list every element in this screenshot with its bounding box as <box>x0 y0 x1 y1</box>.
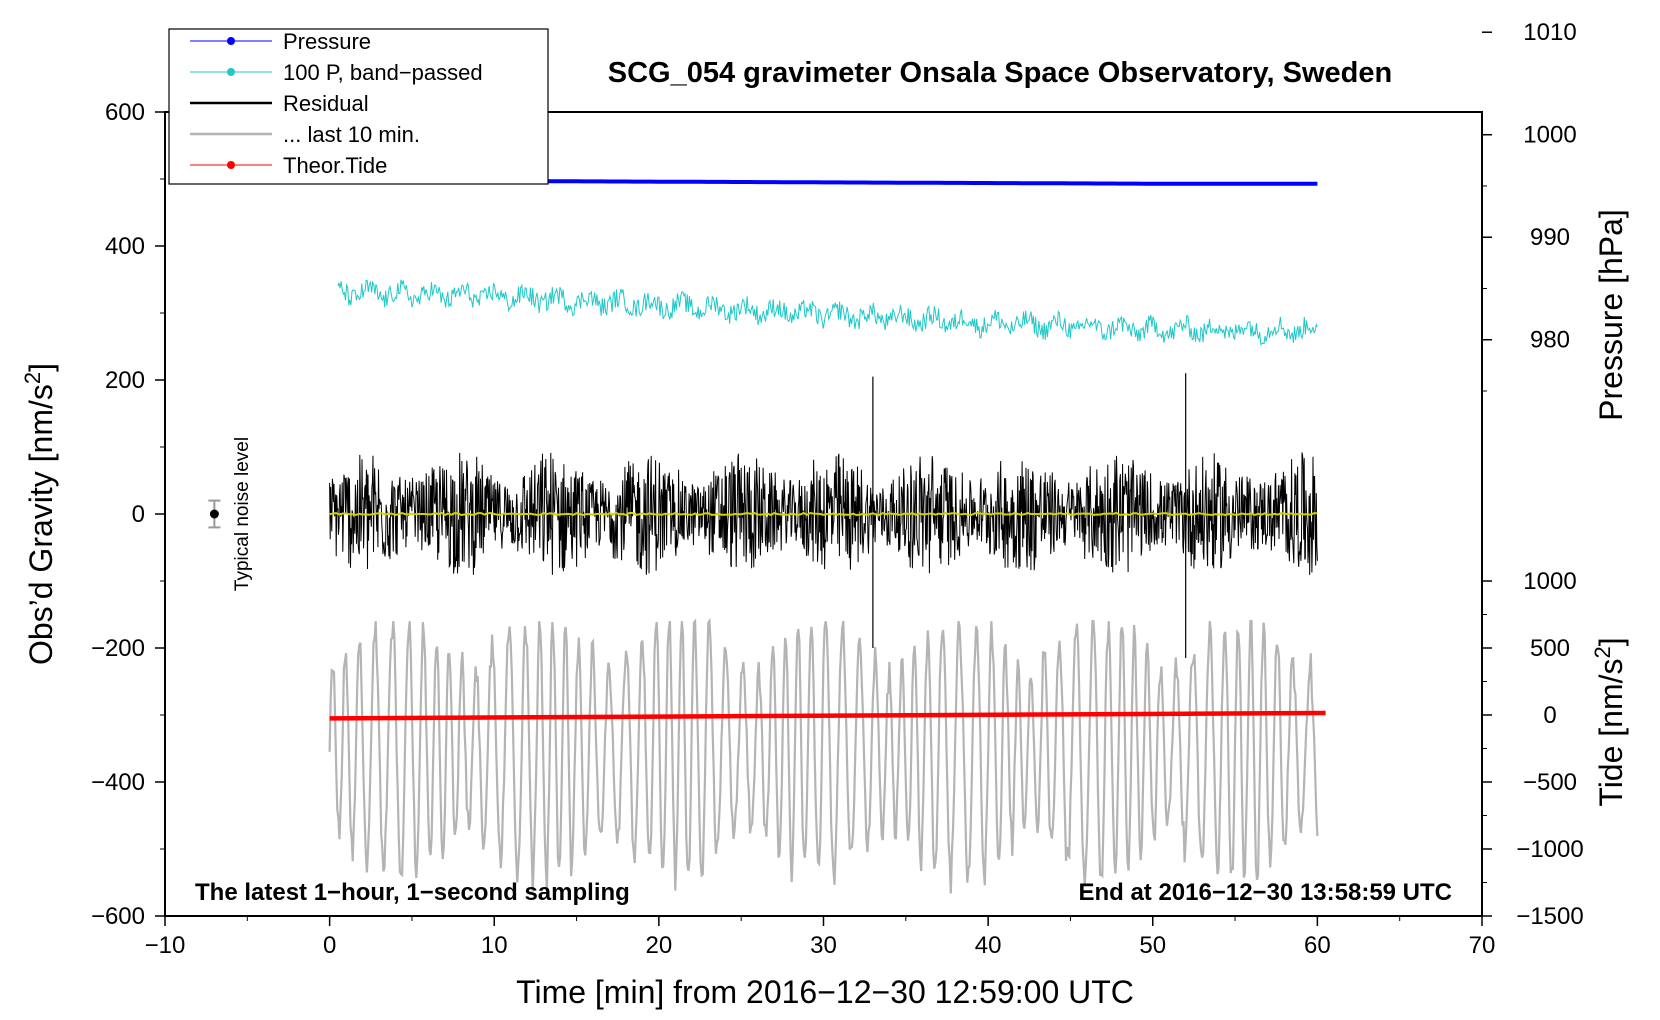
legend-label: Residual <box>283 91 369 116</box>
y-tick-label: 0 <box>132 501 145 528</box>
sampling-note: The latest 1−hour, 1−second sampling <box>195 879 630 906</box>
series-last-10-min-line <box>328 617 1319 894</box>
pressure-axis-label: Pressure [hPa] <box>1593 209 1629 421</box>
legend-marker <box>227 37 235 45</box>
noise-marker-dot <box>209 509 219 519</box>
series-theor-tide-line <box>329 710 1326 721</box>
series-band-passed-line <box>337 279 1318 346</box>
legend-label: ... last 10 min. <box>283 122 420 147</box>
x-tick-label: 60 <box>1304 932 1331 959</box>
y-tick-label: −600 <box>91 903 145 930</box>
pressure-tick-label: 980 <box>1530 327 1570 354</box>
x-tick-label: 30 <box>810 932 837 959</box>
tide-tick-label: 1000 <box>1523 568 1576 595</box>
x-tick-label: 50 <box>1139 932 1166 959</box>
y-tick-label: −400 <box>91 769 145 796</box>
legend-label: Pressure <box>283 29 371 54</box>
plot-layer <box>208 179 1326 894</box>
x-tick-label: −10 <box>145 932 186 959</box>
tide-tick-label: −1000 <box>1516 836 1583 863</box>
chart-title: SCG_054 gravimeter Onsala Space Observat… <box>608 57 1392 89</box>
tide-tick-label: −1500 <box>1516 903 1583 930</box>
y-tick-label: −200 <box>91 635 145 662</box>
y-tick-label: 400 <box>105 233 145 260</box>
pressure-tick-label: 1000 <box>1523 122 1576 149</box>
legend-marker <box>227 161 235 169</box>
end-time-note: End at 2016−12−30 13:58:59 UTC <box>1078 879 1452 906</box>
legend-entries: Pressure 100 P, band−passed Residual ... la… <box>190 29 483 178</box>
tide-tick-label: −500 <box>1523 769 1577 796</box>
legend: Pressure 100 P, band−passed Residual ... la… <box>168 28 549 185</box>
x-tick-label: 70 <box>1469 932 1496 959</box>
x-tick-label: 40 <box>975 932 1002 959</box>
y-tick-label: 200 <box>105 367 145 394</box>
legend-box <box>168 28 549 185</box>
legend-marker <box>227 68 235 76</box>
tide-axis-label: Tide [nm/s2] <box>1590 637 1629 806</box>
legend-label: 100 P, band−passed <box>283 60 483 85</box>
tide-tick-label: 0 <box>1543 702 1556 729</box>
x-tick-label: 10 <box>481 932 508 959</box>
series-residual-line <box>329 452 1318 575</box>
legend-label: Theor.Tide <box>283 153 387 178</box>
pressure-tick-label: 1010 <box>1523 19 1576 46</box>
y-axis-label: Obs’d Gravity [nm/s2] <box>20 363 59 665</box>
x-tick-label: 0 <box>323 932 336 959</box>
y-tick-label: 600 <box>105 99 145 126</box>
noise-level-label: Typical noise level <box>232 437 253 591</box>
x-tick-label: 20 <box>646 932 673 959</box>
x-axis-label: Time [min] from 2016−12−30 12:59:00 UTC <box>516 974 1134 1010</box>
pressure-tick-label: 990 <box>1530 224 1570 251</box>
tide-tick-label: 500 <box>1530 635 1570 662</box>
series-residual-mean-line <box>329 511 1318 517</box>
